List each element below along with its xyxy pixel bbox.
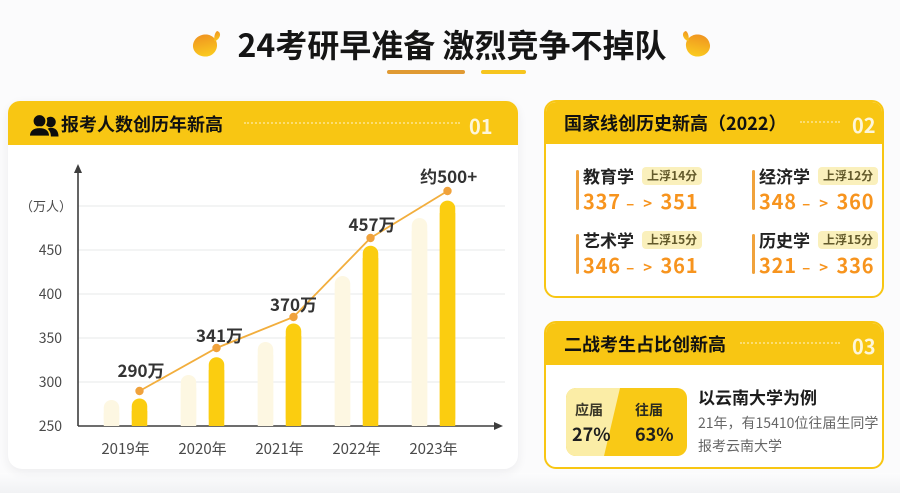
svg-text:250: 250 <box>39 416 63 436</box>
svg-text:400: 400 <box>39 284 63 304</box>
svg-text:370万: 370万 <box>270 291 317 316</box>
svg-text:约500+: 约500+ <box>420 163 477 188</box>
svg-text:341万: 341万 <box>196 322 243 347</box>
svg-text:290万: 290万 <box>117 357 164 382</box>
svg-text:2021年: 2021年 <box>255 438 303 459</box>
svg-text:2019年: 2019年 <box>101 438 149 459</box>
svg-text:2020年: 2020年 <box>178 438 226 459</box>
svg-text:350: 350 <box>39 328 63 348</box>
svg-text:2023年: 2023年 <box>409 438 457 459</box>
svg-text:（万人）: （万人） <box>20 196 72 215</box>
svg-text:450: 450 <box>39 240 63 260</box>
svg-text:457万: 457万 <box>348 211 395 236</box>
svg-text:2022年: 2022年 <box>332 438 380 459</box>
svg-text:300: 300 <box>39 372 63 392</box>
